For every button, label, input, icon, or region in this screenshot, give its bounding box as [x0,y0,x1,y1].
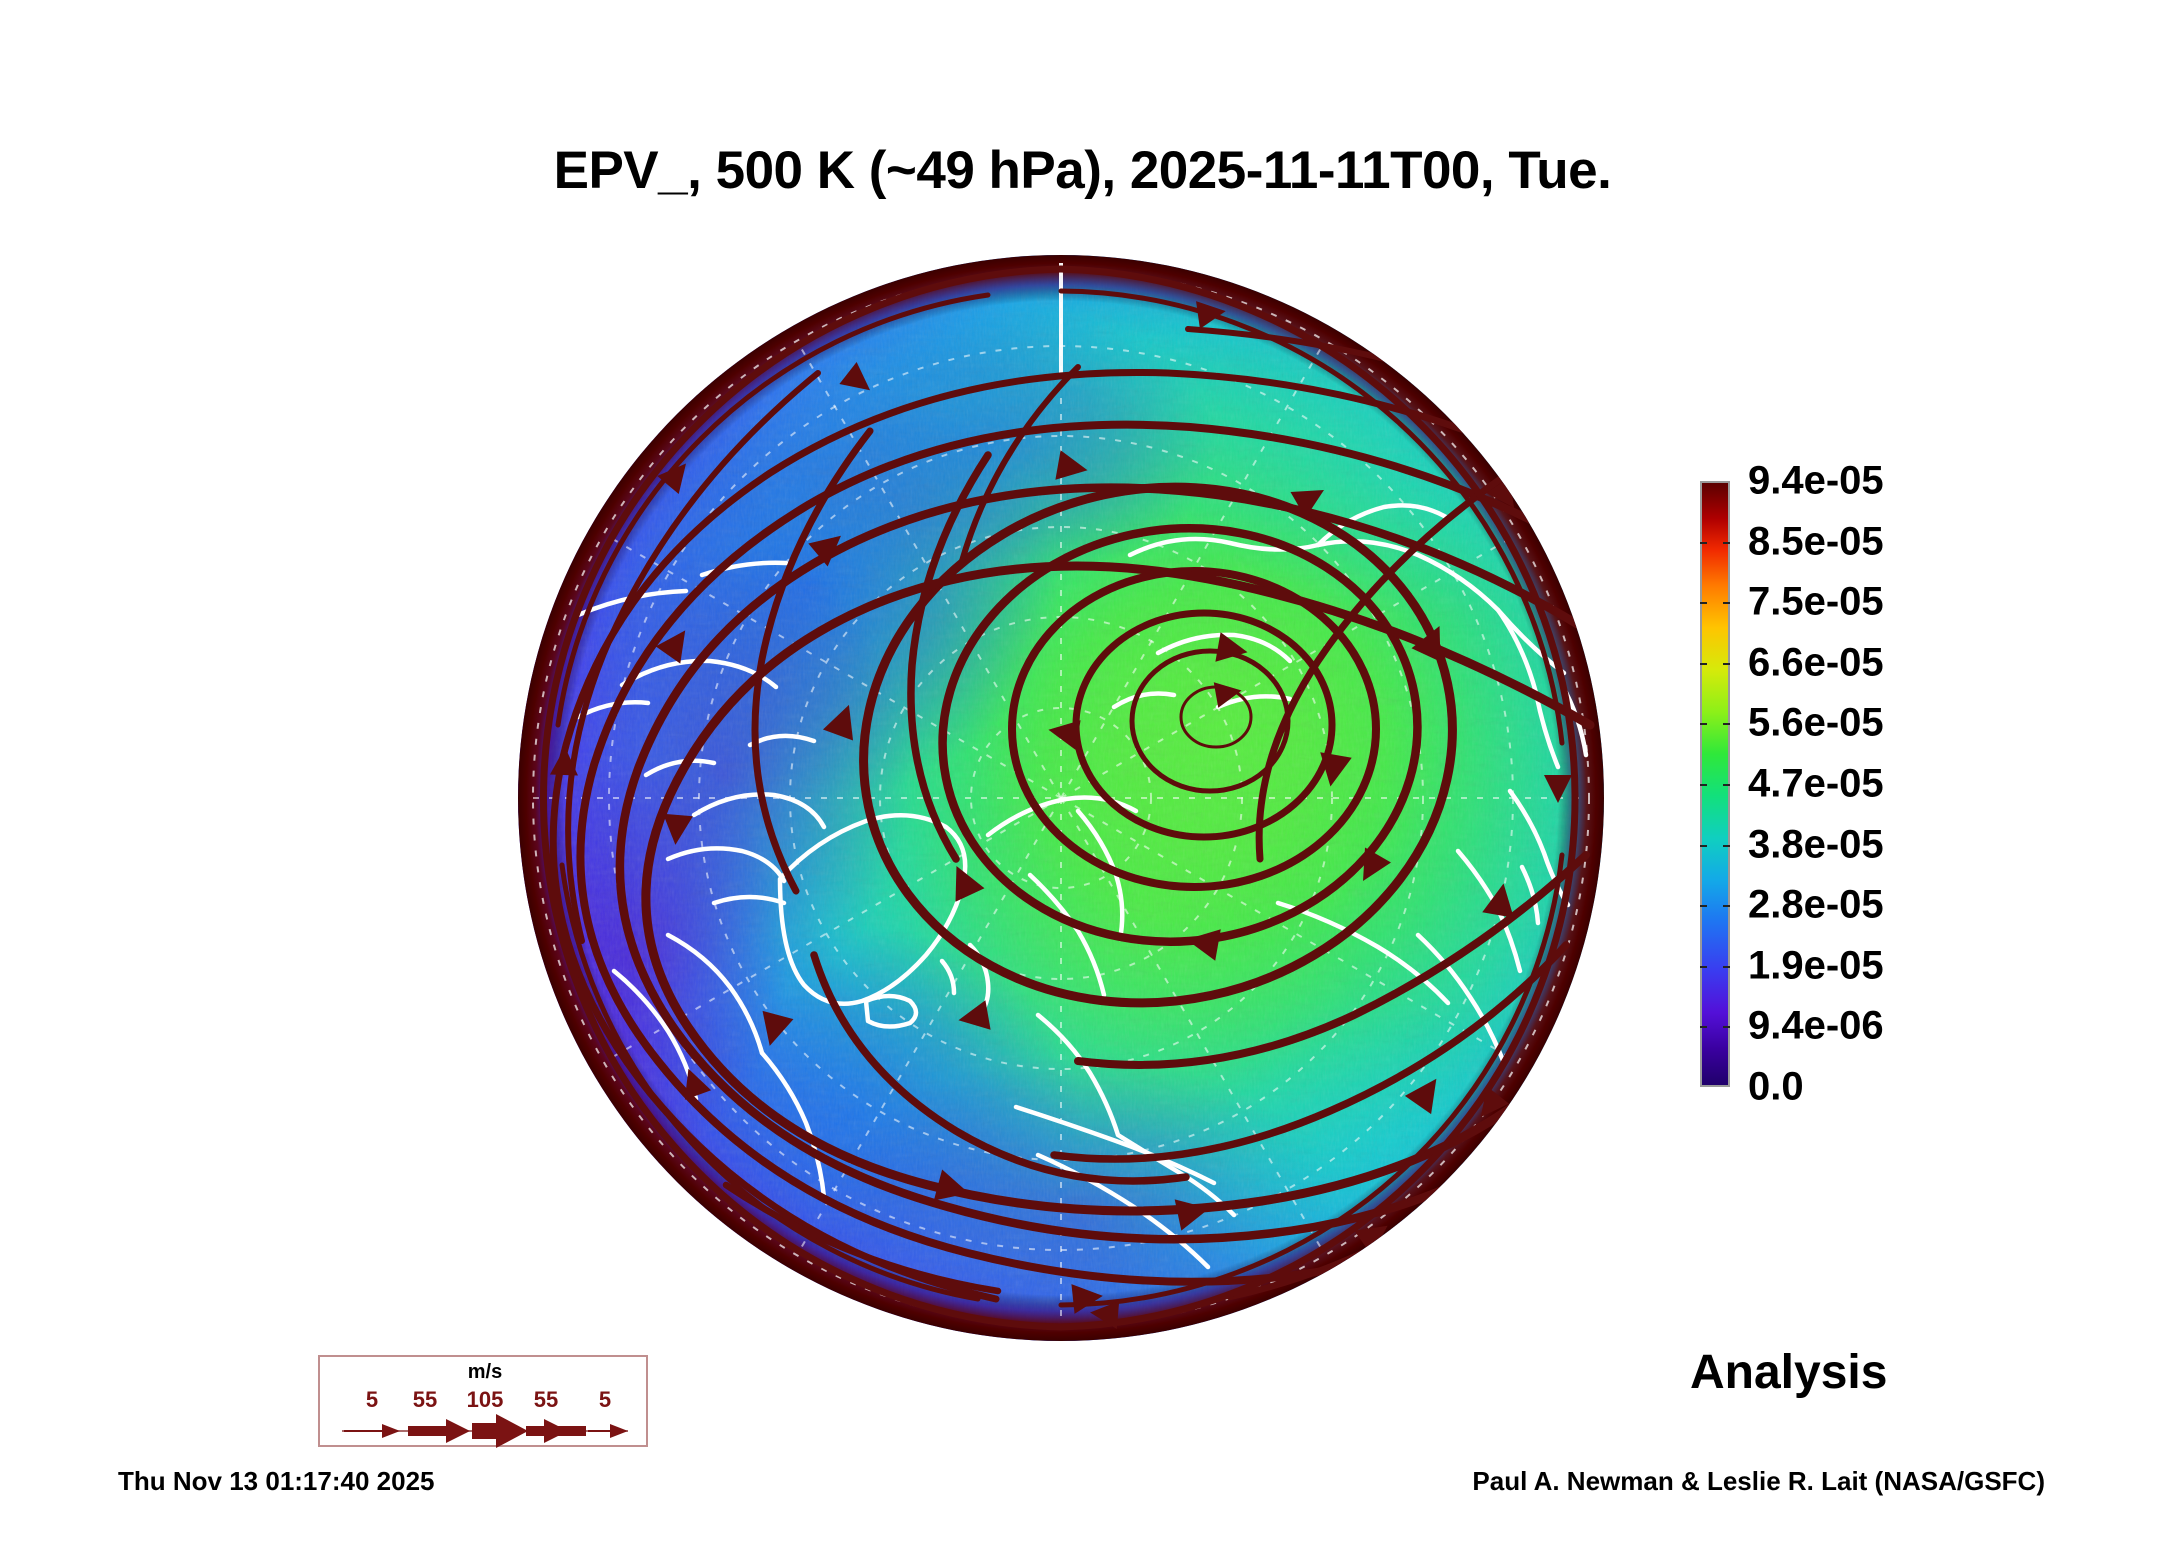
colorbar-label: 8.5e-05 [1748,519,1884,564]
colorbar-label: 9.4e-05 [1748,458,1884,503]
polar-projection-disc[interactable] [518,255,1604,1341]
analysis-label: Analysis [1690,1346,1888,1399]
wind-legend-value: 55 [533,1387,559,1412]
wind-legend-value: 55 [412,1387,438,1412]
wind-speed-legend: m/s 5 55 105 55 5 [318,1355,650,1449]
colorbar-label: 4.7e-05 [1748,761,1884,806]
colorbar-ticks [1700,481,1730,1087]
colorbar-label: 2.8e-05 [1748,882,1884,927]
colorbar-label: 1.9e-05 [1748,943,1884,988]
colorbar-label: 9.4e-06 [1748,1003,1884,1048]
wind-legend-value: 105 [466,1387,504,1412]
generation-timestamp: Thu Nov 13 01:17:40 2025 [118,1466,435,1496]
colorbar-label: 6.6e-05 [1748,640,1884,685]
page-title: EPV_, 500 K (~49 hPa), 2025-11-11T00, Tu… [553,141,1612,200]
colorbar-labels: 9.4e-05 8.5e-05 7.5e-05 6.6e-05 5.6e-05 4.7e-… [1748,459,2008,1109]
colorbar-label: 3.8e-05 [1748,822,1884,867]
colorbar-label: 5.6e-05 [1748,700,1884,745]
wind-legend-values: 5 55 105 55 5 [320,1387,650,1413]
polar-map-panel[interactable] [518,255,1604,1341]
epv-field-svg [518,255,1604,1341]
author-credit: Paul A. Newman & Leslie R. Lait (NASA/GS… [1472,1466,2045,1496]
colorbar-label: 7.5e-05 [1748,579,1884,624]
colorbar-label: 0.0 [1748,1064,1804,1109]
wind-legend-unit: m/s [467,1361,503,1383]
wind-legend-value: 5 [365,1387,379,1412]
wind-legend-arrows [320,1413,650,1449]
wind-legend-value: 5 [598,1387,612,1412]
streamline-arrowheads [550,301,1572,1329]
